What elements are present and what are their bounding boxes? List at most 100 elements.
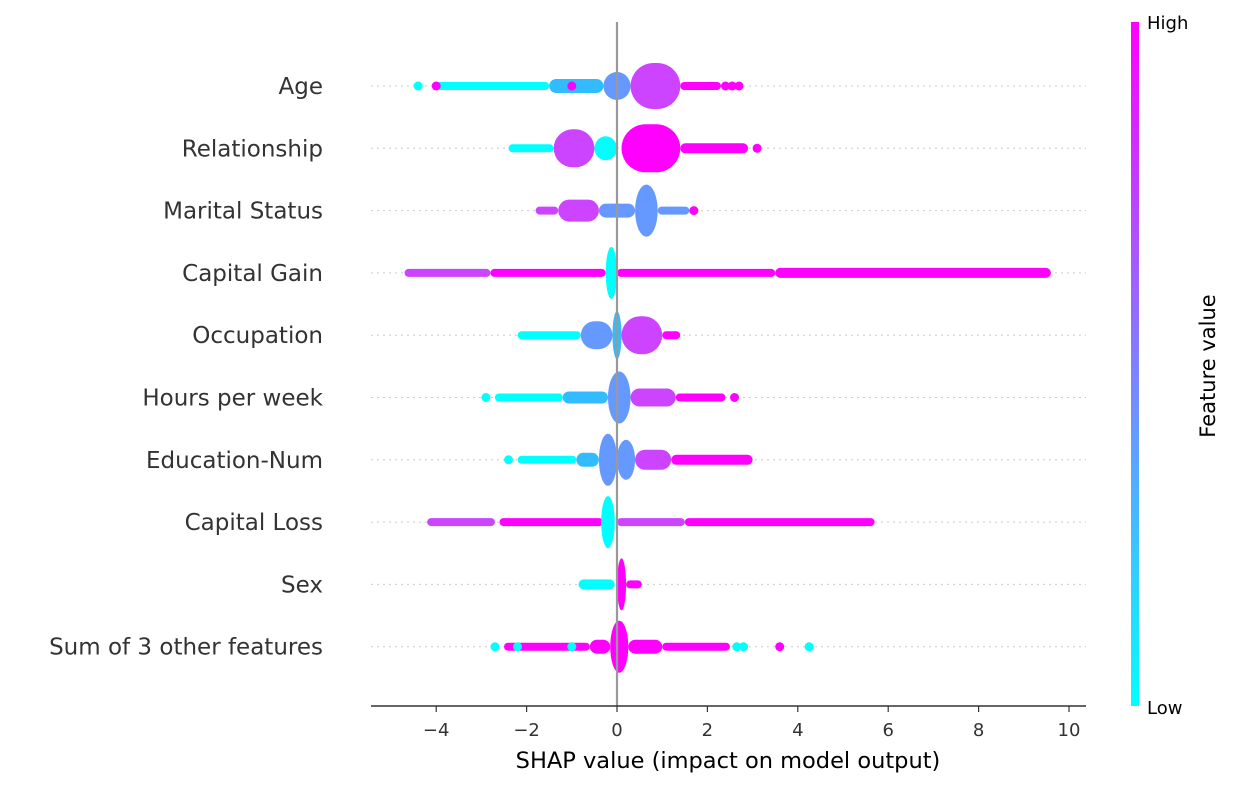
swarm-segment: [553, 129, 595, 168]
swarm-segment: [662, 642, 730, 651]
swarm-point: [431, 81, 441, 91]
swarm-point: [413, 81, 423, 91]
feature-gridlines: [371, 85, 1086, 648]
swarm-segment: [607, 371, 631, 424]
swarm-segment: [630, 63, 681, 109]
swarm-segment: [598, 433, 617, 486]
feature-label: Education-Num: [146, 448, 323, 474]
swarm-point: [567, 642, 577, 652]
x-axis-ticks: −4 −2 0 2 4 6 8 10: [423, 706, 1081, 741]
x-tick-label: 4: [792, 720, 803, 741]
swarm-segment: [675, 393, 726, 402]
colorbar-title: Feature value: [1196, 294, 1220, 437]
swarm-segment: [680, 143, 749, 154]
swarm-segment: [610, 620, 629, 673]
swarm-point: [804, 642, 814, 652]
swarm-segment: [657, 206, 690, 215]
swarm-segment: [617, 439, 636, 480]
swarm-point: [739, 642, 749, 652]
swarm-segment: [594, 136, 617, 161]
swarm-row: [490, 620, 814, 673]
swarm-row: [481, 371, 740, 424]
feature-label: Capital Loss: [185, 510, 323, 536]
swarm-point: [490, 642, 500, 652]
swarm-segment: [549, 79, 604, 93]
colorbar-low-label: Low: [1147, 698, 1182, 719]
x-tick-label: 8: [973, 720, 984, 741]
colorbar: [1131, 22, 1139, 706]
swarm-segment: [404, 268, 491, 277]
swarm-point: [730, 393, 740, 402]
x-tick-label: −4: [423, 720, 450, 741]
swarm-segment: [635, 184, 658, 237]
swarm-row: [413, 63, 744, 109]
x-tick-label: 2: [702, 720, 713, 741]
swarm-segment: [617, 518, 685, 527]
swarm-segment: [680, 82, 721, 90]
swarm-segment: [494, 393, 563, 402]
swarm-segment: [621, 124, 681, 173]
swarm-point: [567, 81, 577, 91]
swarm-row: [508, 124, 762, 173]
swarm-segment: [671, 454, 753, 465]
swarm-segment: [427, 518, 495, 527]
swarm-point: [775, 642, 785, 652]
swarm-segment: [558, 199, 599, 222]
swarm-segment: [621, 316, 663, 355]
x-tick-label: 6: [882, 720, 893, 741]
swarm-segment: [576, 452, 599, 467]
swarm-segment: [517, 331, 581, 340]
swarm-row: [578, 558, 642, 611]
swarm-segment: [662, 331, 681, 340]
feature-label: Age: [279, 74, 323, 100]
swarm-segment: [626, 580, 642, 589]
swarm-point: [689, 206, 699, 216]
x-axis-title: SHAP value (impact on model output): [516, 748, 941, 774]
feature-labels: Age Relationship Marital Status Capital Gai…: [49, 74, 324, 661]
swarm-segment: [684, 518, 875, 527]
swarm-segment: [775, 267, 1051, 278]
swarm-row: [427, 496, 875, 549]
feature-label: Sex: [281, 572, 323, 598]
swarm-segment: [628, 639, 663, 654]
swarm-point: [513, 642, 523, 652]
swarm-row: [404, 246, 1051, 299]
swarm-point: [727, 81, 737, 91]
swarm-row: [504, 433, 753, 486]
feature-label: Hours per week: [142, 386, 323, 412]
swarm-point: [734, 81, 744, 91]
x-tick-label: 0: [611, 720, 622, 741]
feature-label: Relationship: [182, 136, 323, 162]
beeswarm-rows: [404, 63, 1051, 673]
swarm-point: [732, 642, 742, 652]
swarm-segment: [630, 388, 676, 407]
swarm-segment: [601, 496, 615, 549]
swarm-segment: [617, 268, 776, 277]
feature-label: Sum of 3 other features: [49, 635, 323, 661]
feature-label: Marital Status: [163, 199, 323, 225]
swarm-segment: [562, 391, 608, 404]
swarm-segment: [580, 321, 613, 350]
swarm-segment: [635, 449, 672, 470]
swarm-segment: [605, 246, 617, 299]
swarm-point: [720, 81, 730, 91]
swarm-segment: [508, 144, 554, 153]
x-tick-label: 10: [1058, 720, 1081, 741]
swarm-segment: [578, 579, 615, 590]
swarm-segment: [589, 639, 611, 654]
swarm-segment: [490, 268, 606, 277]
swarm-point: [481, 393, 491, 402]
swarm-segment: [436, 82, 550, 90]
swarm-row: [535, 184, 699, 237]
swarm-segment: [535, 206, 559, 215]
swarm-segment: [617, 558, 627, 611]
swarm-segment: [499, 518, 604, 527]
x-tick-label: −2: [513, 720, 540, 741]
colorbar-high-label: High: [1147, 13, 1188, 34]
swarm-segment: [517, 455, 577, 464]
swarm-point: [752, 143, 762, 153]
feature-label: Occupation: [192, 323, 323, 349]
swarm-row: [517, 311, 681, 360]
feature-label: Capital Gain: [182, 261, 323, 287]
